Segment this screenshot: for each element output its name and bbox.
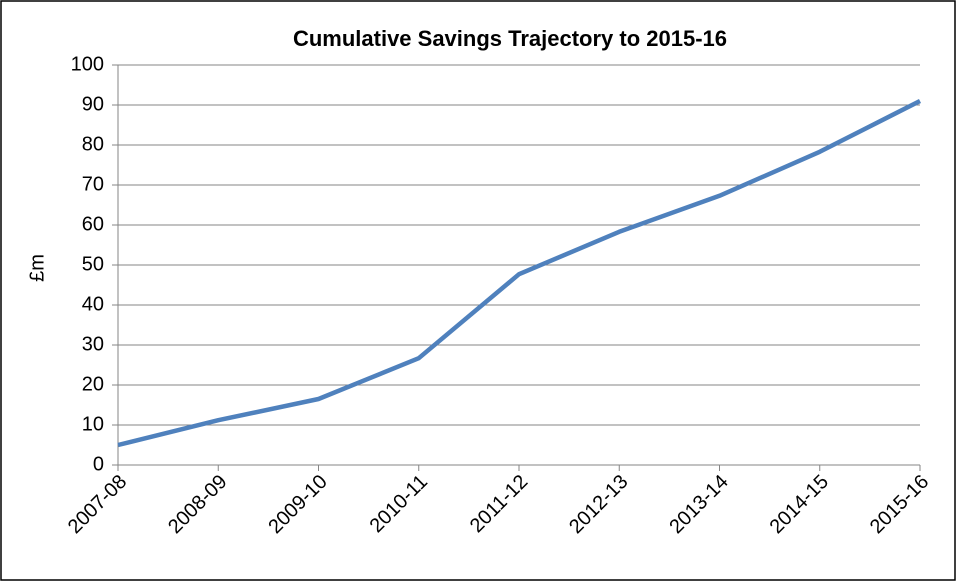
y-tick-label: 30 [82,333,104,355]
line-series [117,98,922,448]
y-axis-label: £m [26,254,48,282]
y-tick-label: 60 [82,213,104,235]
chart-title: Cumulative Savings Trajectory to 2015-16 [293,26,727,51]
y-tick-label: 50 [82,253,104,275]
y-tick-label: 20 [82,373,104,395]
y-tick-label: 10 [82,413,104,435]
y-tick-label: 0 [93,453,104,475]
y-tick-label: 100 [71,53,104,75]
y-tick-label: 90 [82,93,104,115]
y-tick-label: 70 [82,173,104,195]
y-tick-label: 80 [82,133,104,155]
y-tick-label: 40 [82,293,104,315]
